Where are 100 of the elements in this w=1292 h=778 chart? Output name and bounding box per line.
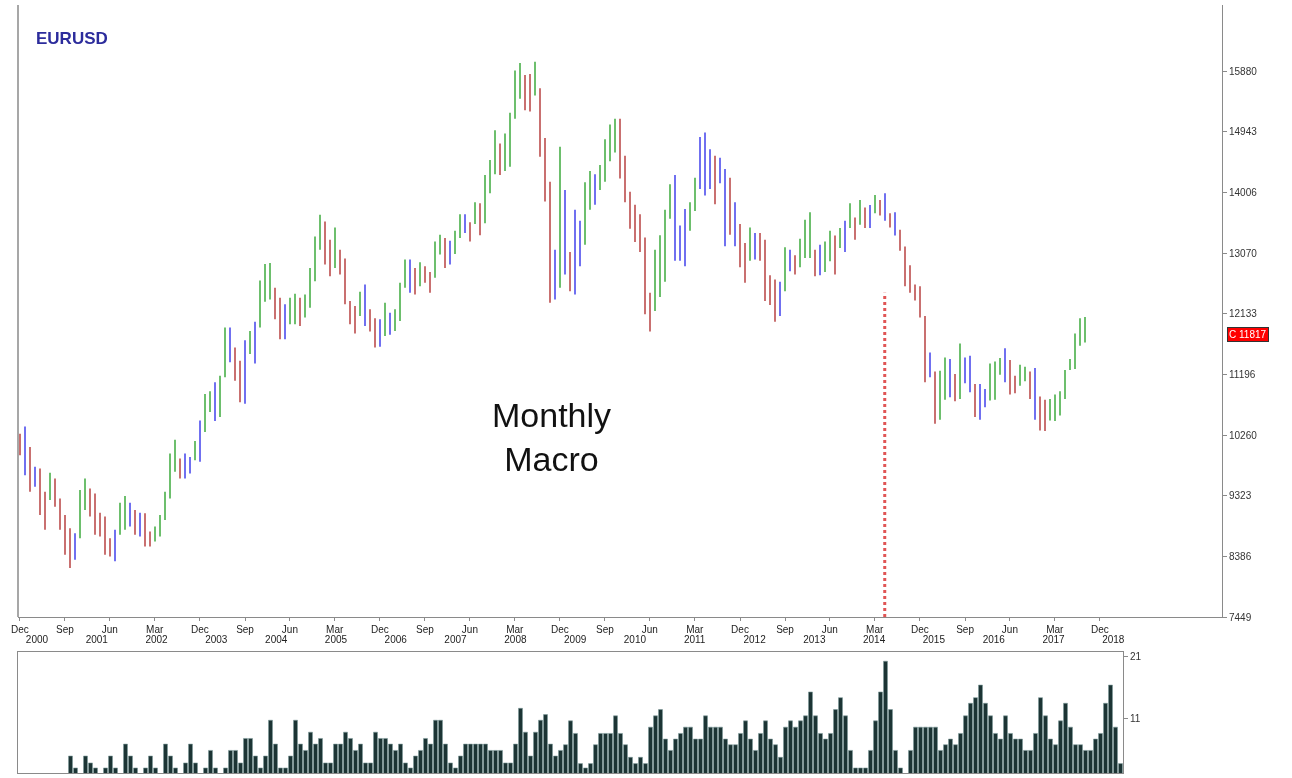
bar <box>444 238 446 268</box>
bar <box>1054 394 1056 422</box>
bar <box>239 360 241 403</box>
bar <box>874 194 876 214</box>
x-tick-label: Mar <box>506 624 525 636</box>
bar <box>534 61 536 96</box>
x2-tick-label: 2005 <box>324 634 348 646</box>
bar <box>589 171 591 210</box>
x2-tick-label: 2009 <box>564 634 587 646</box>
bar <box>564 189 566 275</box>
bar <box>779 281 781 316</box>
bar <box>839 228 841 248</box>
bar <box>184 453 186 479</box>
bar <box>454 230 456 254</box>
bar <box>1009 360 1011 395</box>
bar <box>299 297 301 326</box>
bar <box>759 233 761 261</box>
y-tick-label: 7449 <box>1229 611 1252 623</box>
x2-tick-label: 2000 <box>25 634 49 646</box>
bar <box>29 446 31 492</box>
bar <box>249 330 251 355</box>
bar <box>769 275 771 306</box>
bar <box>24 426 26 476</box>
bar <box>649 292 651 332</box>
bar <box>294 293 296 325</box>
bar <box>179 458 181 479</box>
bar <box>109 538 111 557</box>
bar <box>354 306 356 334</box>
bar <box>164 491 166 520</box>
x2-tick-label: 2013 <box>803 634 826 646</box>
bar <box>894 212 896 236</box>
x-tick-label: Jun <box>641 624 658 636</box>
bar <box>709 149 711 189</box>
bar <box>754 233 756 260</box>
bar <box>459 214 461 239</box>
x-tick-label: Jun <box>101 624 118 636</box>
bar <box>54 478 56 507</box>
bar <box>689 202 691 231</box>
x2-tick-label: 2007 <box>444 634 468 646</box>
bar <box>314 236 316 282</box>
bar <box>419 262 421 287</box>
bar <box>39 468 41 515</box>
bar <box>44 491 46 530</box>
bar <box>374 318 376 348</box>
x-tick-label: Mar <box>326 624 344 636</box>
bar <box>694 177 696 211</box>
bar <box>704 132 706 196</box>
bar <box>479 203 481 236</box>
bar <box>634 204 636 243</box>
bar <box>984 388 986 408</box>
bar <box>104 516 106 555</box>
bar <box>384 302 386 336</box>
bar <box>954 374 956 402</box>
bar <box>149 531 151 547</box>
bar <box>699 136 701 189</box>
bar <box>144 513 146 547</box>
x-tick-label: Mar <box>146 624 164 636</box>
bar <box>474 202 476 225</box>
bar <box>514 70 516 119</box>
bar <box>324 221 326 265</box>
bar <box>619 118 621 179</box>
bar <box>79 490 81 539</box>
x2-tick-label: 2015 <box>922 634 946 646</box>
bar <box>684 208 686 267</box>
annotation: Monthly Macro <box>492 396 612 479</box>
bar <box>379 319 381 347</box>
bar <box>674 175 676 261</box>
x-tick-label: Sep <box>776 624 795 636</box>
bar <box>584 182 586 245</box>
x-tick-label: Sep <box>596 624 615 636</box>
bar <box>329 239 331 277</box>
bar <box>579 220 581 267</box>
y-tick-label: 9323 <box>1229 490 1252 502</box>
bar <box>94 493 96 535</box>
bar <box>934 371 936 424</box>
bar <box>404 259 406 288</box>
bar <box>309 267 311 308</box>
bar <box>774 279 776 322</box>
bar <box>1039 396 1041 431</box>
bar <box>169 453 171 499</box>
bar <box>794 255 796 275</box>
bar <box>359 291 361 316</box>
bar <box>1024 366 1026 382</box>
y-tick-label: 11 <box>1130 713 1141 725</box>
bar <box>204 393 206 433</box>
bar <box>1084 316 1086 343</box>
y-tick-label: 13070 <box>1229 247 1258 259</box>
bar <box>659 235 661 298</box>
bar <box>719 157 721 184</box>
text: EURUSD <box>36 29 108 48</box>
x2-tick-label: 2006 <box>384 634 408 646</box>
bar <box>1034 368 1036 420</box>
bar <box>999 358 1001 375</box>
bar <box>824 241 826 272</box>
bar <box>364 284 366 326</box>
y-tick-label: 14006 <box>1229 186 1258 198</box>
bar <box>789 249 791 272</box>
bar <box>739 224 741 268</box>
bar <box>924 316 926 383</box>
bar <box>1074 333 1076 370</box>
